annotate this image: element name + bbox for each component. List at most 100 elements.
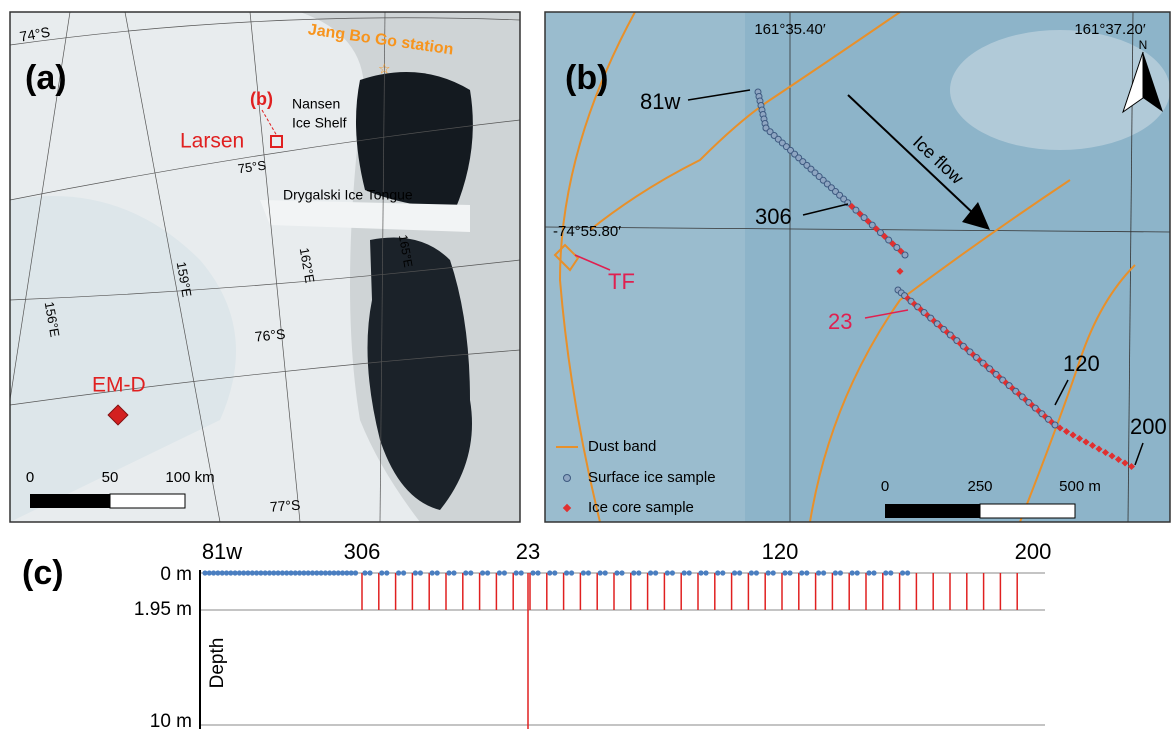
surface-sample [861,215,867,221]
surface-sample [586,570,591,575]
surface-sample [463,570,468,575]
surface-sample [1052,422,1058,428]
surface-sample [732,570,737,575]
site-label: TF [608,269,635,294]
surface-sample [418,570,423,575]
surface-sample [603,570,608,575]
surface-sample [855,570,860,575]
surface-sample [869,222,875,228]
site-label: EM-D [92,374,146,397]
surface-sample [514,570,519,575]
sample-label: 200 [1130,414,1167,439]
surface-sample [519,570,524,575]
surface-sample [401,570,406,575]
surface-sample [900,570,905,575]
surface-sample [581,570,586,575]
surface-sample [614,570,619,575]
scale-label: 250 [967,478,992,495]
surface-sample [877,230,883,236]
surface-sample [703,570,708,575]
scale-label: 0 [881,478,889,495]
latitude-label: -74°55.80′ [553,223,621,240]
longitude-label: 161°35.40′ [754,21,826,38]
depth-label: 10 m [150,711,192,729]
latitude-label: 77°S [269,497,301,515]
station-marker: ☆ [378,61,391,77]
surface-sample [446,570,451,575]
surface-sample [480,570,485,575]
surface-sample [648,570,653,575]
panel-c-profile [200,570,1045,729]
surface-sample [821,570,826,575]
scale-bar [980,504,1075,518]
surface-sample [468,570,473,575]
surface-sample [833,570,838,575]
sample-label: 81w [202,539,242,564]
scale-label: 100 km [165,469,214,486]
sample-label: 120 [1063,351,1100,376]
surface-sample [698,570,703,575]
surface-sample [530,570,535,575]
surface-sample [754,570,759,575]
surface-sample [799,570,804,575]
surface-sample [598,570,603,575]
surface-sample [787,570,792,575]
surface-sample [850,570,855,575]
scale-label: 50 [102,469,119,486]
surface-sample [883,570,888,575]
surface-sample [535,570,540,575]
page: (a) 74°S Jang Bo Go station ☆ (b) Larsen… [0,0,1173,729]
panel-label: (b) [565,59,608,97]
sample-label: 200 [1015,539,1052,564]
surface-sample [396,570,401,575]
surface-sample [737,570,742,575]
longitude-label: 161°37.20′ [1074,21,1146,38]
depth-label: 1.95 m [134,599,192,620]
scale-label: 500 m [1059,478,1101,495]
surface-sample [485,570,490,575]
depth-label: 0 m [160,564,192,585]
figure: (a) 74°S Jang Bo Go station ☆ (b) Larsen… [0,0,1173,729]
surface-sample [619,570,624,575]
surface-sample [502,570,507,575]
surface-sample [631,570,636,575]
surface-sample [749,570,754,575]
surface-sample [367,570,372,575]
surface-sample [353,570,358,575]
surface-sample [451,570,456,575]
surface-sample [435,570,440,575]
surface-sample [430,570,435,575]
scale-bar [30,494,110,508]
surface-sample [670,570,675,575]
sample-label: 306 [755,204,792,229]
surface-sample [552,570,557,575]
legend-label: Dust band [588,438,656,455]
surface-sample [888,570,893,575]
surface-sample [682,570,687,575]
north-label: N [1139,38,1148,52]
surface-sample [362,570,367,575]
scale-bar [885,504,980,518]
surface-sample [902,252,908,258]
place-label: Drygalski Ice Tongue [283,187,413,203]
latitude-label: 76°S [254,326,286,345]
surface-sample [665,570,670,575]
surface-sample [782,570,787,575]
surface-sample [384,570,389,575]
surface-sample [838,570,843,575]
surface-sample [413,570,418,575]
legend-swatch [564,475,571,482]
sample-label: 306 [344,539,381,564]
surface-sample [804,570,809,575]
surface-sample [886,237,892,243]
surface-sample [816,570,821,575]
surface-sample [766,570,771,575]
surface-sample [905,570,910,575]
surface-sample [564,570,569,575]
surface-sample [715,570,720,575]
surface-sample [871,570,876,575]
sample-label: 120 [762,539,799,564]
place-label: Ice Shelf [292,115,347,131]
surface-sample [547,570,552,575]
scale-label: 0 [26,469,34,486]
